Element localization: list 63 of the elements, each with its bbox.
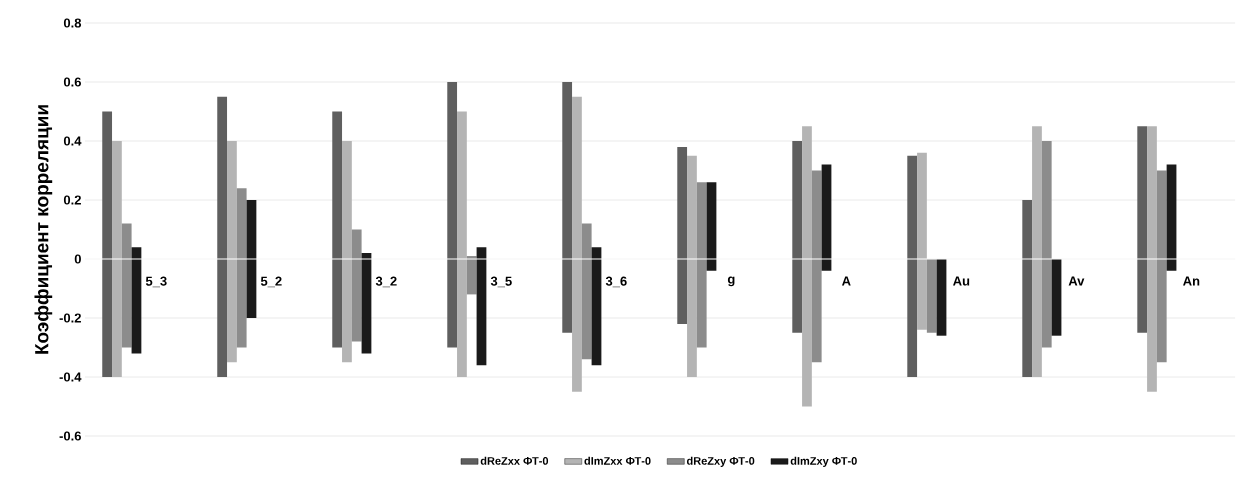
bar xyxy=(466,256,477,295)
x-tick-label: g xyxy=(727,276,735,287)
y-tick-label: -0.4 xyxy=(59,372,82,382)
bar xyxy=(802,126,812,407)
legend-label: dReZxy ФТ-0 xyxy=(686,456,755,467)
x-tick-label: Av xyxy=(1068,276,1085,286)
bar xyxy=(591,247,602,366)
y-tick-label: 0.8 xyxy=(63,18,82,28)
bar xyxy=(572,96,582,392)
bar xyxy=(1166,164,1177,271)
bar xyxy=(227,141,237,363)
y-tick-label: 0 xyxy=(74,254,81,264)
y-tick-label: 0.4 xyxy=(63,136,82,146)
bar xyxy=(792,141,803,333)
bar xyxy=(696,182,707,348)
bar xyxy=(447,82,458,348)
bar xyxy=(217,96,228,377)
bar xyxy=(102,111,113,377)
bar xyxy=(112,141,122,377)
bar xyxy=(811,170,822,363)
bar xyxy=(562,82,573,333)
bar xyxy=(1051,259,1062,336)
bar xyxy=(131,247,142,354)
bar xyxy=(907,155,918,377)
bar xyxy=(351,229,362,342)
y-tick-label: 0.6 xyxy=(63,77,81,87)
bar xyxy=(361,253,372,354)
bar xyxy=(821,164,832,271)
bar xyxy=(236,188,247,348)
x-tick-label: Au xyxy=(953,276,970,286)
bar xyxy=(476,247,487,366)
x-tick-label: An xyxy=(1183,276,1200,286)
y-tick-label: 0.2 xyxy=(63,195,81,205)
bar xyxy=(677,146,688,324)
bar xyxy=(1156,170,1167,363)
bar xyxy=(246,200,257,318)
legend-label: dReZxx ФТ-0 xyxy=(480,456,549,465)
legend-label: dImZxy ФТ-0 xyxy=(790,456,857,467)
x-tick-label: 3_5 xyxy=(490,276,512,288)
bar xyxy=(1032,126,1042,377)
y-tick-label: -0.6 xyxy=(59,431,81,441)
x-tick-label: 5_2 xyxy=(260,276,282,288)
bar xyxy=(936,259,947,336)
bar xyxy=(581,223,592,360)
bar xyxy=(332,111,343,348)
x-tick-label: A xyxy=(841,276,851,286)
x-tick-label: 3_6 xyxy=(605,276,627,288)
bar xyxy=(1041,141,1052,348)
bar xyxy=(1137,126,1148,333)
legend-label: dImZxx ФТ-0 xyxy=(584,456,651,465)
x-tick-label: 5_3 xyxy=(145,276,167,288)
bar xyxy=(926,259,937,333)
bar xyxy=(121,223,132,348)
bar xyxy=(1022,200,1033,377)
bar xyxy=(1147,126,1157,392)
bar xyxy=(687,155,697,377)
x-tick-label: 3_2 xyxy=(375,276,397,288)
y-axis-title: Коэффициент корреляции xyxy=(34,105,53,354)
bar xyxy=(342,141,352,363)
bar xyxy=(457,111,467,377)
bar xyxy=(917,152,927,330)
y-tick-label: -0.2 xyxy=(59,313,81,323)
bar xyxy=(706,182,717,271)
